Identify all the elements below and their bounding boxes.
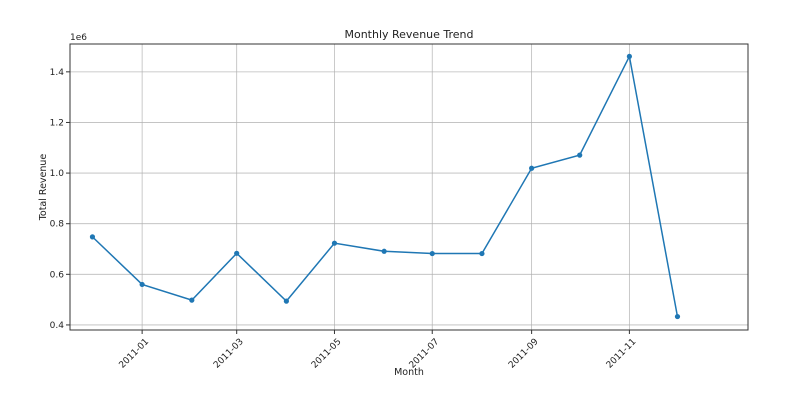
y-axis-ticks: 0.4 0.6 0.8 1.0 1.2 1.4: [50, 68, 70, 331]
data-point-marker: [429, 250, 435, 257]
series-layer: [89, 53, 681, 320]
plot-frame: [69, 43, 749, 331]
y-tick-label: 1.2: [50, 118, 64, 128]
y-tick-label: 0.6: [50, 270, 65, 280]
data-point-marker: [529, 165, 535, 171]
data-point-marker: [283, 298, 289, 304]
x-tick-label: 2011-11: [605, 337, 639, 371]
grid: [70, 44, 748, 330]
y-tick-label: 1.0: [50, 169, 65, 179]
y-axis-label: Total Revenue: [38, 154, 49, 222]
y-axis-offset-label: 1e6: [70, 33, 87, 43]
data-point-marker: [626, 53, 632, 60]
data-point-marker: [139, 281, 145, 288]
x-tick-label: 2011-01: [118, 337, 152, 371]
x-axis-ticks: 2011-01 2011-03 2011-05 2011-07 2011-09 2011-…: [118, 330, 639, 371]
y-tick-label: 1.4: [50, 68, 65, 78]
data-point-marker: [577, 152, 583, 158]
data-point-marker: [189, 297, 195, 303]
data-point-marker: [479, 250, 485, 257]
x-axis-label: Month: [394, 367, 424, 378]
y-tick-label: 0.8: [50, 220, 65, 230]
data-point-marker: [674, 313, 681, 320]
data-point-marker: [331, 240, 338, 246]
x-tick-label: 2011-09: [507, 337, 541, 371]
data-point-marker: [234, 250, 240, 256]
y-tick-label: 0.4: [50, 321, 65, 331]
x-tick-label: 2011-07: [408, 337, 442, 371]
data-point-marker: [381, 248, 387, 254]
revenue-series-line: [91, 54, 679, 317]
x-tick-label: 2011-05: [310, 337, 344, 371]
x-tick-label: 2011-03: [212, 337, 246, 371]
chart-title: Monthly Revenue Trend: [344, 28, 473, 41]
data-point-marker: [89, 234, 96, 240]
